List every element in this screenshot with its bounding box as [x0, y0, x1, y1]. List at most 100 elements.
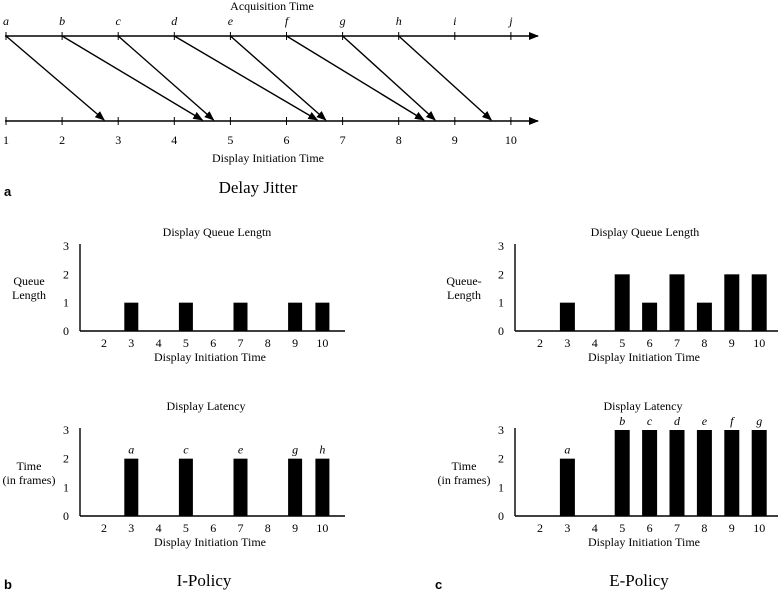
acquisition-time-title: Acquisition Time	[230, 0, 314, 13]
x-axis-label: Display Initiation Time	[588, 350, 700, 364]
frame-transfer-arrow	[5, 35, 105, 121]
bar	[233, 458, 248, 516]
display-tick-label: 7	[340, 133, 346, 147]
x-tick-label: 6	[210, 521, 216, 535]
chart-title: Display Latency	[167, 399, 246, 413]
y-tick-label: 0	[63, 324, 69, 338]
x-tick-label: 9	[292, 336, 298, 350]
chart-title: Display Queue Lengtn	[163, 225, 272, 239]
y-tick-label: 0	[498, 324, 504, 338]
x-tick-label: 9	[729, 336, 735, 350]
x-tick-label: 8	[265, 336, 271, 350]
frame-transfer-arrow	[342, 35, 436, 121]
bar-label: a	[128, 443, 134, 457]
acquisition-tick-label: e	[228, 14, 234, 28]
y-axis-label: Queue	[13, 274, 44, 288]
bar	[233, 302, 248, 331]
acquisition-tick-label: a	[3, 14, 9, 28]
display-tick-label: 4	[171, 133, 177, 147]
frame-transfer-arrow	[117, 35, 215, 121]
bar-label: b	[619, 414, 625, 428]
panel-a-label: a	[4, 184, 12, 199]
bar	[669, 430, 685, 516]
y-tick-label: 3	[63, 239, 69, 253]
x-tick-label: 8	[701, 521, 707, 535]
bar	[178, 302, 193, 331]
display-tick-label: 6	[284, 133, 290, 147]
x-tick-label: 10	[753, 521, 765, 535]
x-tick-label: 3	[128, 336, 134, 350]
bar	[124, 302, 139, 331]
x-tick-label: 3	[564, 336, 570, 350]
bar	[669, 274, 685, 331]
acquisition-tick-label: j	[507, 14, 513, 28]
x-tick-label: 2	[101, 336, 107, 350]
x-tick-label: 4	[156, 336, 162, 350]
e-policy-display-latency-chart: Display Latency 0 1 2 3 Time(in frames) 2 3 a 4 5 b…	[438, 399, 778, 549]
e-policy-queue-length-chart: Display Queue Length 0 1 2 3 Queue-Length 2 3 4 5…	[446, 225, 778, 364]
frame-transfer-arrow	[173, 35, 319, 121]
bar-label: f	[730, 414, 735, 428]
bar	[696, 302, 712, 331]
bar	[315, 458, 330, 516]
y-tick-label: 3	[63, 423, 69, 437]
x-tick-label: 9	[292, 521, 298, 535]
x-tick-label: 4	[592, 521, 598, 535]
y-axis-label: Length	[12, 288, 46, 302]
x-tick-label: 5	[183, 336, 189, 350]
delay-jitter-caption: Delay Jitter	[219, 178, 298, 197]
x-tick-label: 2	[537, 336, 543, 350]
y-axis-label: Time	[17, 459, 42, 473]
x-axis-label: Display Initiation Time	[588, 535, 700, 549]
y-tick-label: 2	[498, 452, 504, 466]
e-policy-caption: E-Policy	[609, 571, 669, 590]
bar	[751, 274, 767, 331]
bar-label: d	[674, 414, 681, 428]
acquisition-tick-label: d	[171, 14, 178, 28]
y-tick-label: 2	[63, 452, 69, 466]
x-tick-label: 3	[564, 521, 570, 535]
y-axis-label: Queue-	[446, 274, 481, 288]
panel-b-label: b	[4, 577, 12, 592]
display-tick-label: 9	[452, 133, 458, 147]
panel-c-label: c	[435, 577, 442, 592]
x-tick-label: 10	[753, 336, 765, 350]
bar	[124, 458, 139, 516]
frame-transfer-arrow	[398, 35, 493, 121]
bar-label: c	[183, 443, 189, 457]
x-tick-label: 6	[210, 336, 216, 350]
bar-label: e	[702, 414, 708, 428]
frame-transfer-arrow	[61, 35, 204, 121]
bar-label: c	[647, 414, 653, 428]
y-tick-label: 0	[63, 509, 69, 523]
y-axis-label: (in frames)	[3, 473, 56, 487]
y-tick-label: 3	[498, 239, 504, 253]
x-tick-label: 8	[701, 336, 707, 350]
x-tick-label: 10	[316, 521, 328, 535]
x-tick-label: 5	[183, 521, 189, 535]
bar	[288, 302, 303, 331]
bar-label: h	[319, 443, 325, 457]
display-tick-label: 8	[396, 133, 402, 147]
acquisition-tick-label: c	[116, 14, 122, 28]
x-tick-label: 3	[128, 521, 134, 535]
y-tick-label: 0	[498, 509, 504, 523]
x-tick-label: 2	[101, 521, 107, 535]
x-tick-label: 10	[316, 336, 328, 350]
x-tick-label: 4	[156, 521, 162, 535]
bar-label: g	[756, 414, 762, 428]
bar	[642, 302, 658, 331]
x-tick-label: 7	[238, 521, 244, 535]
x-tick-label: 9	[729, 521, 735, 535]
x-axis-label: Display Initiation Time	[154, 535, 266, 549]
y-tick-label: 2	[498, 267, 504, 281]
x-tick-label: 6	[647, 336, 653, 350]
x-tick-label: 7	[674, 521, 680, 535]
bar	[724, 274, 740, 331]
y-axis-label: (in frames)	[438, 473, 491, 487]
x-tick-label: 2	[537, 521, 543, 535]
acquisition-tick-label: f	[285, 14, 290, 28]
